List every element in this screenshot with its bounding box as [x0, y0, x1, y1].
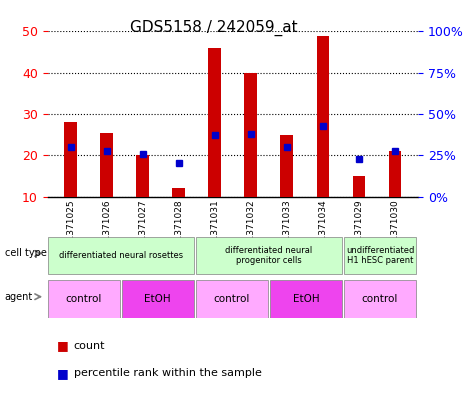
Text: agent: agent: [5, 292, 33, 302]
Text: count: count: [74, 341, 105, 351]
FancyBboxPatch shape: [48, 237, 194, 274]
Bar: [316, 36, 329, 197]
Bar: [280, 134, 293, 196]
Bar: [64, 122, 77, 196]
Text: ■: ■: [57, 367, 69, 380]
FancyBboxPatch shape: [344, 237, 416, 274]
FancyBboxPatch shape: [270, 280, 342, 318]
Bar: [352, 176, 365, 196]
Text: undifferentiated
H1 hESC parent: undifferentiated H1 hESC parent: [346, 246, 414, 265]
FancyBboxPatch shape: [196, 280, 268, 318]
Text: EtOH: EtOH: [144, 294, 171, 304]
Bar: [209, 48, 221, 196]
Text: EtOH: EtOH: [293, 294, 319, 304]
Text: control: control: [362, 294, 398, 304]
Bar: [245, 73, 257, 196]
FancyBboxPatch shape: [196, 237, 342, 274]
Text: GDS5158 / 242059_at: GDS5158 / 242059_at: [130, 20, 297, 36]
Bar: [100, 132, 113, 196]
FancyBboxPatch shape: [344, 280, 416, 318]
Text: cell type: cell type: [5, 248, 47, 259]
Text: ■: ■: [57, 339, 69, 353]
Bar: [136, 155, 149, 196]
Text: differentiated neural rosettes: differentiated neural rosettes: [58, 251, 183, 260]
Text: percentile rank within the sample: percentile rank within the sample: [74, 368, 262, 378]
Bar: [172, 188, 185, 196]
Text: control: control: [214, 294, 250, 304]
Text: control: control: [66, 294, 102, 304]
FancyBboxPatch shape: [122, 280, 194, 318]
FancyBboxPatch shape: [48, 280, 120, 318]
Text: differentiated neural
progenitor cells: differentiated neural progenitor cells: [225, 246, 313, 265]
Bar: [389, 151, 401, 196]
